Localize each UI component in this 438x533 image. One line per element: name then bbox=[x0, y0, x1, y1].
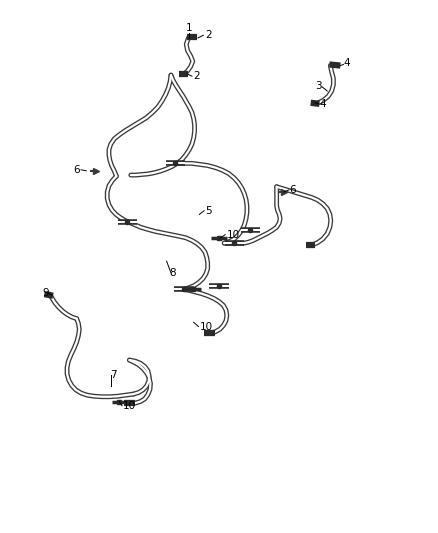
Text: 10: 10 bbox=[227, 230, 240, 240]
Text: 6: 6 bbox=[74, 165, 80, 175]
Text: 8: 8 bbox=[169, 268, 175, 278]
Text: 6: 6 bbox=[290, 185, 297, 195]
Text: 1: 1 bbox=[186, 23, 193, 34]
Text: 4: 4 bbox=[344, 59, 350, 68]
Text: 3: 3 bbox=[315, 81, 321, 91]
Text: 9: 9 bbox=[42, 288, 49, 298]
Text: 2: 2 bbox=[205, 30, 212, 41]
Text: 2: 2 bbox=[193, 71, 199, 81]
Text: 10: 10 bbox=[123, 401, 136, 411]
Text: 10: 10 bbox=[199, 321, 212, 332]
Text: 5: 5 bbox=[205, 206, 212, 216]
Text: 4: 4 bbox=[319, 99, 326, 109]
Text: 7: 7 bbox=[110, 370, 117, 381]
